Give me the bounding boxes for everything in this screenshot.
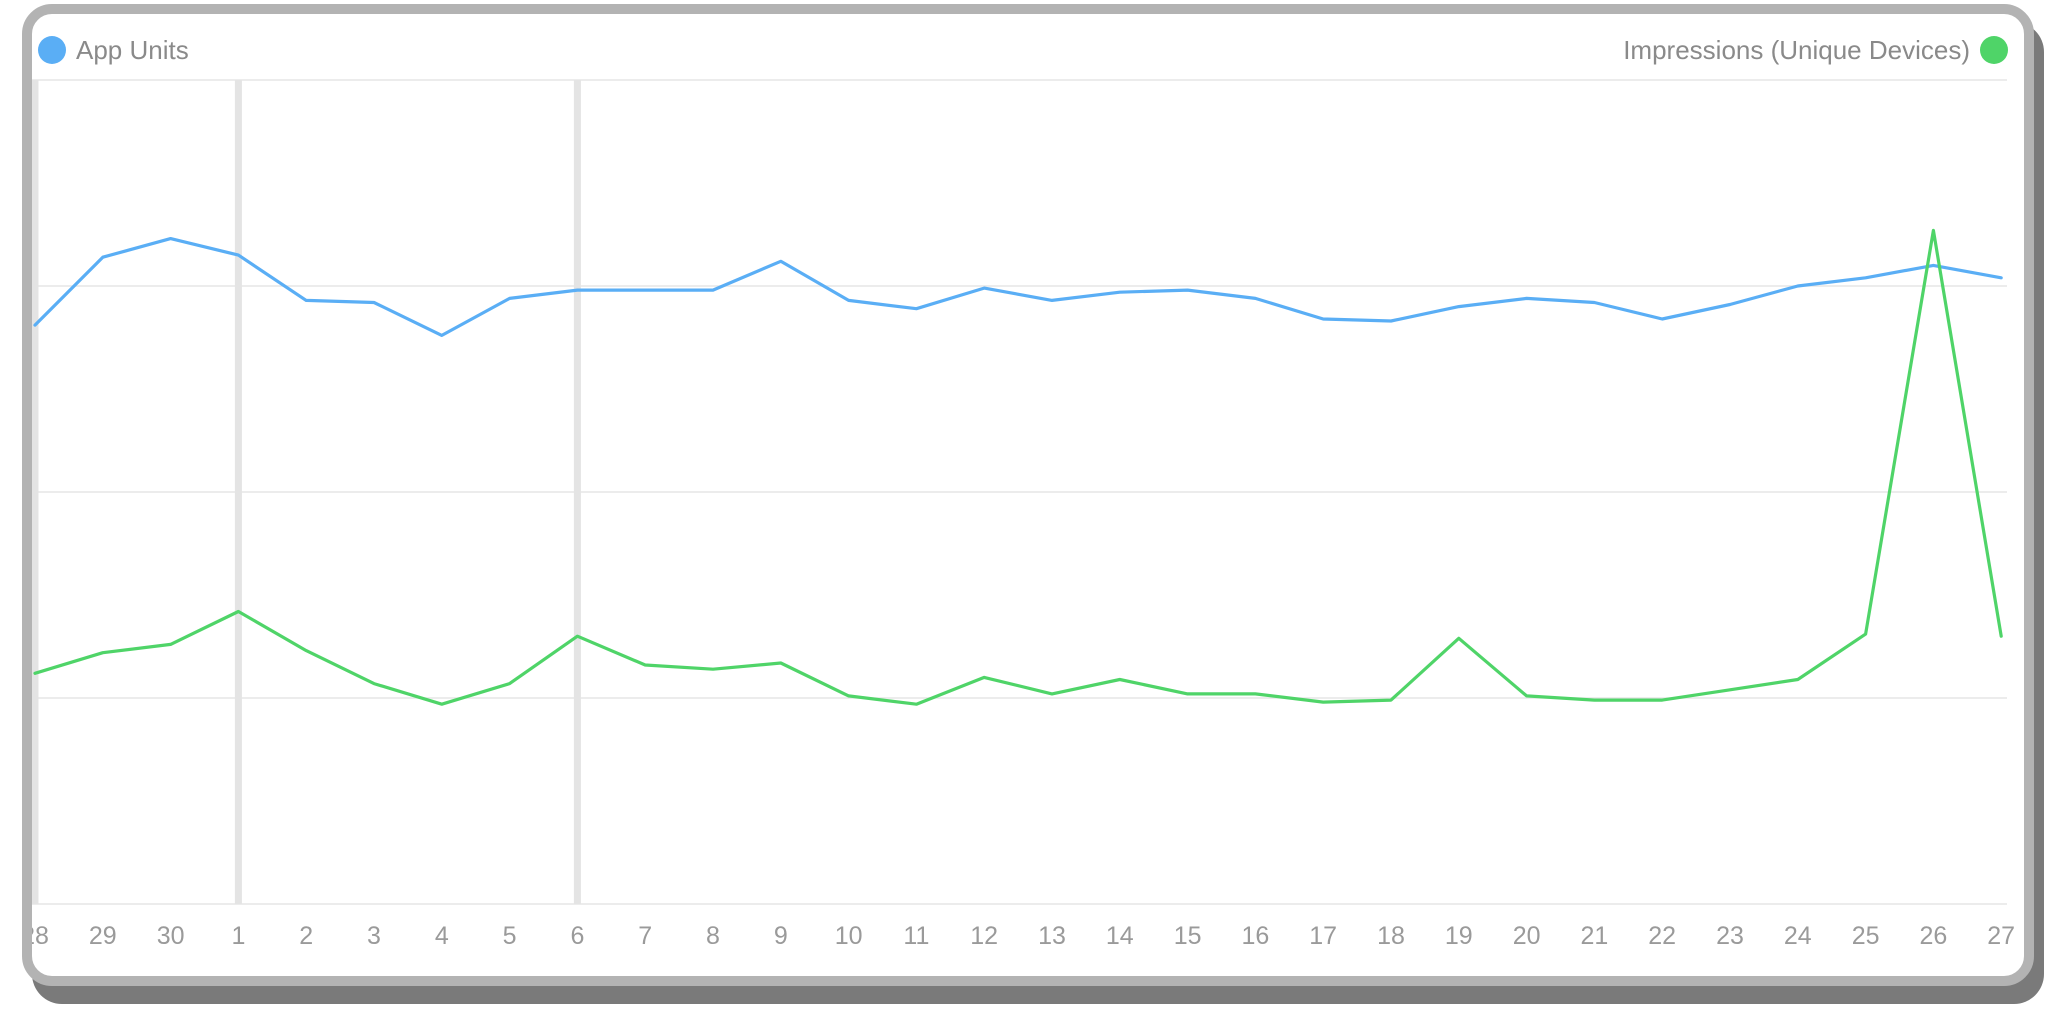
- x-tick-label: 2: [299, 922, 313, 950]
- x-tick-label: 19: [1445, 922, 1473, 950]
- x-tick-label: 9: [774, 922, 788, 950]
- line-chart: 2829301234567891011121314151617181920212…: [32, 35, 2015, 950]
- x-tick-label: 4: [435, 922, 449, 950]
- x-tick-label: 23: [1716, 922, 1744, 950]
- x-tick-label: 26: [1919, 922, 1947, 950]
- x-tick-label: 22: [1648, 922, 1676, 950]
- legend-label-app-units: App Units: [76, 35, 189, 65]
- x-tick-label: 3: [367, 922, 381, 950]
- x-tick-label: 13: [1038, 922, 1066, 950]
- x-tick-label: 29: [89, 922, 117, 950]
- chart-card: 2829301234567891011121314151617181920212…: [22, 4, 2034, 986]
- x-tick-label: 11: [903, 922, 929, 950]
- x-tick-label: 14: [1106, 922, 1134, 950]
- x-tick-label: 24: [1784, 922, 1812, 950]
- x-tick-label: 1: [231, 922, 245, 950]
- x-tick-label: 6: [570, 922, 584, 950]
- x-tick-label: 30: [157, 922, 185, 950]
- x-tick-label: 20: [1513, 922, 1541, 950]
- x-tick-label: 10: [835, 922, 863, 950]
- x-tick-label: 17: [1309, 922, 1337, 950]
- x-tick-label: 12: [970, 922, 998, 950]
- x-tick-label: 7: [638, 922, 652, 950]
- legend-label-impressions: Impressions (Unique Devices): [1623, 35, 1970, 65]
- x-tick-label: 16: [1241, 922, 1269, 950]
- x-tick-label: 28: [32, 922, 49, 950]
- x-tick-label: 5: [503, 922, 517, 950]
- series-line-impressions-unique-devices: [33, 228, 2003, 706]
- x-tick-label: 18: [1377, 922, 1405, 950]
- x-tick-label: 15: [1174, 922, 1202, 950]
- x-tick-label: 21: [1580, 922, 1608, 950]
- x-tick-label: 27: [1987, 922, 2015, 950]
- series-line-app-units: [33, 237, 2003, 337]
- x-tick-label: 8: [706, 922, 720, 950]
- x-tick-label: 25: [1852, 922, 1880, 950]
- legend-swatch-app-units: [38, 36, 66, 64]
- legend-swatch-impressions: [1980, 36, 2008, 64]
